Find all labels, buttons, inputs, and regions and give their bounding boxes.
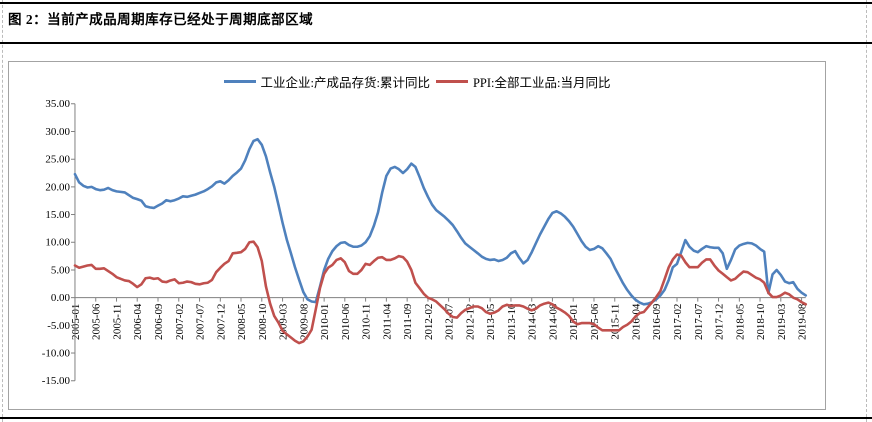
top-divider-line [0,2,872,4]
figure-title: 图 2：当前产成品周期库存已经处于周期底部区域 [8,12,314,27]
svg-text:2018-05: 2018-05 [734,303,746,340]
svg-text:2005-11: 2005-11 [112,304,124,340]
svg-text:2010-01: 2010-01 [319,304,331,340]
svg-text:2016-09: 2016-09 [651,303,663,340]
svg-text:10.00: 10.00 [45,237,70,249]
svg-text:35.00: 35.00 [45,98,70,110]
svg-text:2010-06: 2010-06 [340,303,352,340]
page-boundary-left [2,0,3,422]
svg-text:2009-03: 2009-03 [278,303,290,340]
bottom-divider-line [0,417,872,419]
legend-label-ppi: PPI:全部工业品:当月同比 [472,76,611,90]
svg-text:5.00: 5.00 [51,264,71,276]
svg-text:2011-09: 2011-09 [402,303,414,340]
svg-text:-15.00: -15.00 [42,375,71,387]
svg-text:2007-07: 2007-07 [195,303,207,340]
svg-text:2005-01: 2005-01 [70,304,82,340]
svg-text:2010-11: 2010-11 [361,304,373,340]
svg-text:15.00: 15.00 [45,209,70,221]
svg-text:2014-03: 2014-03 [527,303,539,340]
legend-item-ppi: PPI:全部工业品:当月同比 [435,72,611,91]
chart-frame: 工业企业:产成品存货:累计同比 PPI:全部工业品:当月同比 2005-01 20… [8,61,826,410]
svg-text:2008-05: 2008-05 [236,303,248,340]
svg-text:2011-04: 2011-04 [381,303,393,340]
svg-text:30.00: 30.00 [45,126,70,138]
svg-text:2013-05: 2013-05 [485,303,497,340]
svg-text:2018-10: 2018-10 [755,303,767,340]
svg-text:2015-06: 2015-06 [589,303,601,340]
legend-item-inventory: 工业企业:产成品存货:累计同比 [223,72,430,91]
svg-text:2015-11: 2015-11 [610,304,622,340]
svg-text:2007-12: 2007-12 [215,304,227,340]
svg-text:2017-12: 2017-12 [714,304,726,340]
svg-text:-5.00: -5.00 [47,320,70,332]
svg-text:2012-12: 2012-12 [464,304,476,340]
svg-text:2012-02: 2012-02 [423,304,435,340]
svg-text:2006-09: 2006-09 [153,303,165,340]
svg-text:20.00: 20.00 [45,181,70,193]
legend-label-inventory: 工业企业:产成品存货:累计同比 [260,76,430,90]
svg-text:25.00: 25.00 [45,154,70,166]
ppi-line-sample-icon [435,80,468,83]
svg-text:2009-08: 2009-08 [298,303,310,340]
svg-text:-10.00: -10.00 [42,348,71,360]
plot-area: 2005-01 2005-06 2005-11 2006-04 2006-09 2007-… [42,98,809,387]
svg-text:2006-04: 2006-04 [132,303,144,340]
svg-text:2017-02: 2017-02 [672,304,684,340]
svg-text:2008-10: 2008-10 [257,303,269,340]
inventory-line-sample-icon [223,80,256,83]
svg-text:2005-06: 2005-06 [91,303,103,340]
svg-text:2014-08: 2014-08 [547,303,559,340]
svg-text:2019-03: 2019-03 [776,303,788,340]
svg-text:2013-10: 2013-10 [506,303,518,340]
svg-text:0.00: 0.00 [51,292,71,304]
page-boundary-right [866,0,867,422]
title-divider-line [0,42,872,44]
svg-text:2017-07: 2017-07 [693,303,705,340]
svg-text:2019-08: 2019-08 [797,303,809,340]
chart-legend: 工业企业:产成品存货:累计同比 PPI:全部工业品:当月同比 [9,72,825,91]
svg-text:2007-02: 2007-02 [174,304,186,340]
